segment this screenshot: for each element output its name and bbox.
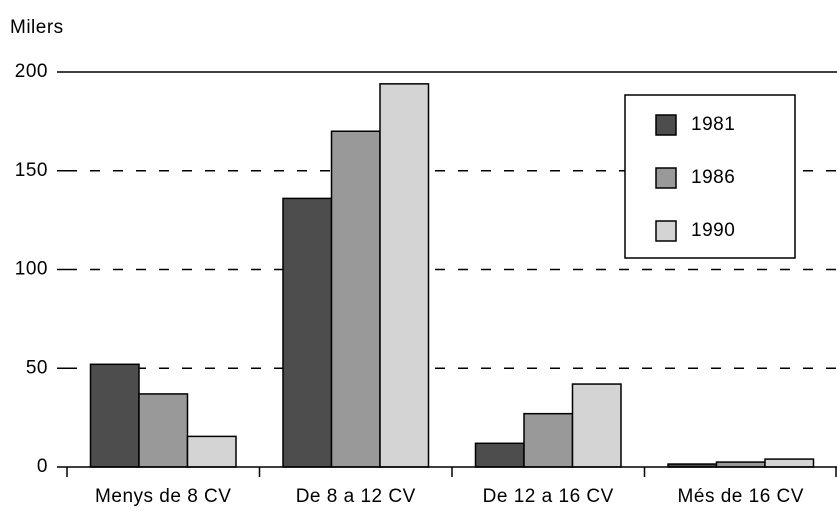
bar bbox=[186, 435, 237, 468]
bar bbox=[89, 363, 140, 468]
bar bbox=[138, 393, 189, 468]
bar bbox=[330, 130, 381, 468]
x-tick-label: De 12 a 16 CV bbox=[483, 486, 614, 507]
legend-swatch bbox=[655, 114, 677, 136]
y-tick-label: 100 bbox=[15, 259, 48, 280]
y-tick-label: 150 bbox=[15, 160, 48, 181]
bar bbox=[474, 442, 525, 468]
legend-swatch bbox=[655, 167, 677, 189]
bar bbox=[764, 458, 815, 468]
y-tick-label: 50 bbox=[26, 357, 48, 378]
y-axis-label: Milers bbox=[10, 17, 64, 38]
y-tick-label: 200 bbox=[15, 61, 48, 82]
bar bbox=[379, 83, 430, 468]
legend-swatch bbox=[655, 220, 677, 242]
legend-box bbox=[624, 94, 796, 259]
legend-label: 1990 bbox=[691, 220, 735, 241]
x-tick-label: Més de 16 CV bbox=[678, 486, 804, 507]
y-tick-label: 0 bbox=[37, 456, 48, 477]
legend-label: 1986 bbox=[691, 167, 735, 188]
bar bbox=[571, 383, 622, 468]
x-tick-label: Menys de 8 CV bbox=[95, 486, 231, 507]
bar bbox=[523, 412, 574, 468]
x-tick-label: De 8 a 12 CV bbox=[296, 486, 416, 507]
bar bbox=[282, 197, 333, 468]
legend-label: 1981 bbox=[691, 114, 735, 135]
